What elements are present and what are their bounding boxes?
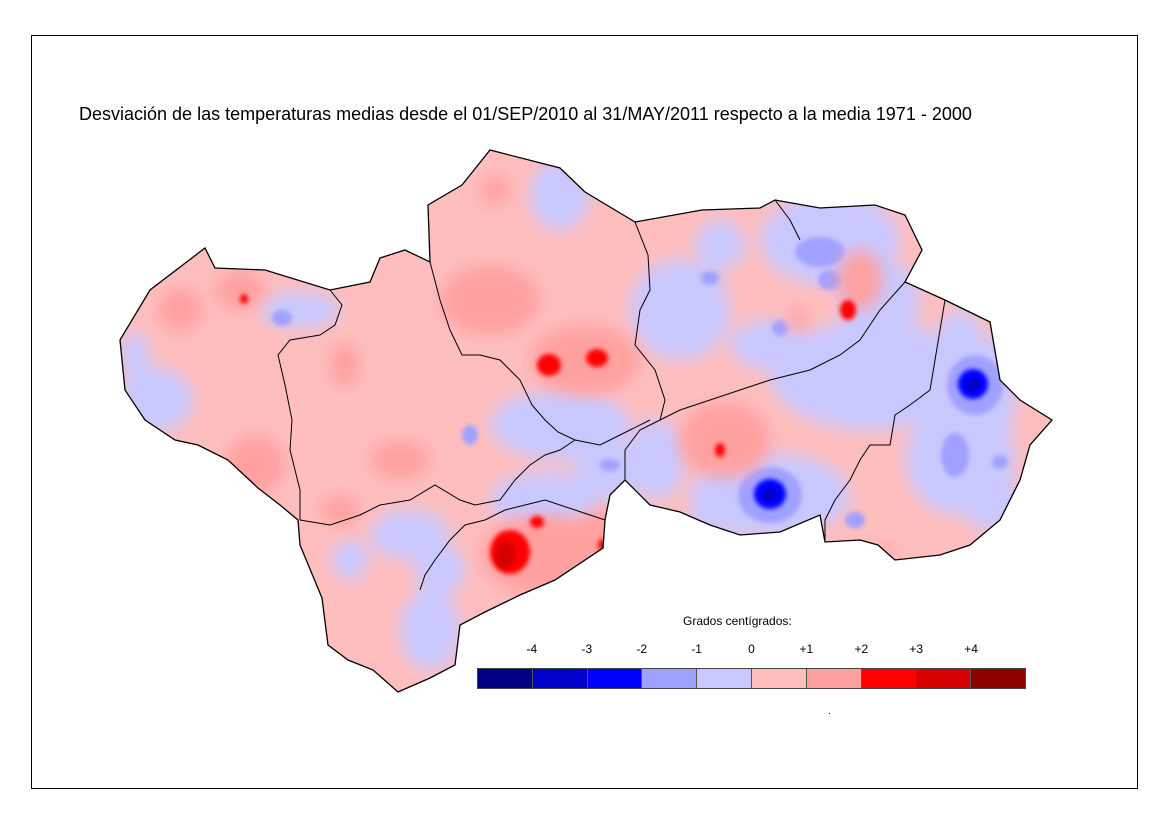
- legend-tick-label: -2: [636, 642, 648, 656]
- legend-swatch: [587, 669, 643, 688]
- legend-swatch: [532, 669, 588, 688]
- legend-tick-label: -1: [691, 642, 702, 656]
- legend-tick-label: +1: [799, 642, 814, 656]
- legend-swatch: [971, 669, 1025, 688]
- footnote: .: [828, 706, 831, 717]
- map-frame: [31, 35, 1138, 789]
- legend-tick-label: +3: [909, 642, 924, 656]
- map-title: Desviación de las temperaturas medias de…: [79, 104, 972, 124]
- legend-tick-label: -3: [581, 642, 593, 656]
- legend-tick-label: -4: [526, 642, 538, 656]
- legend-swatch: [697, 669, 752, 688]
- legend-swatch: [861, 669, 917, 688]
- legend-swatch: [642, 669, 698, 688]
- legend-swatch: [806, 669, 862, 688]
- legend-swatch: [751, 669, 807, 688]
- legend-tick-label: +4: [964, 642, 978, 656]
- legend-swatch: [478, 669, 533, 688]
- legend-swatch: [916, 669, 972, 688]
- legend-title: Grados centígrados:: [683, 614, 792, 628]
- legend-color-bar: [477, 668, 1026, 689]
- legend-tick-label: +2: [854, 642, 869, 656]
- legend-tick-label: 0: [748, 642, 755, 656]
